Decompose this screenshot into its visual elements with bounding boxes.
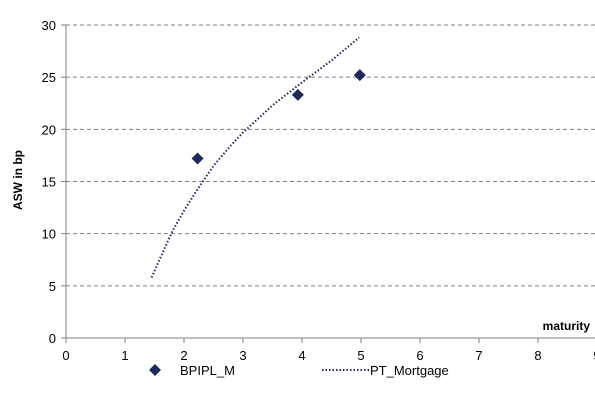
- bpipl-m-point-0: [191, 152, 204, 165]
- y-tick-label-0: 0: [49, 331, 56, 346]
- y-axis-title: ASW in bp: [11, 150, 25, 210]
- x-tick-labels: 0 1 2 3 4 5 6 7 8 9: [62, 348, 595, 363]
- x-axis-title: maturity: [543, 319, 591, 333]
- y-tick-label-3: 15: [42, 175, 56, 190]
- legend-marker-bpipl-m: [149, 364, 161, 376]
- x-tick-label-2: 2: [180, 348, 187, 363]
- x-tick-label-5: 5: [357, 348, 364, 363]
- bpipl-m-series: [191, 69, 366, 165]
- bpipl-m-point-1: [291, 88, 304, 101]
- axes: [61, 24, 595, 343]
- x-tick-label-7: 7: [475, 348, 482, 363]
- legend-label-bpipl-m: BPIPL_M: [180, 363, 235, 378]
- x-tick-label-3: 3: [239, 348, 246, 363]
- pt-mortgage-series: [150, 36, 360, 278]
- legend-label-pt-mortgage: PT_Mortgage: [370, 363, 449, 378]
- y-tick-label-5: 25: [42, 70, 56, 85]
- y-tick-labels: 0 5 10 15 20 25 30: [42, 18, 56, 346]
- bpipl-m-point-2: [353, 69, 366, 82]
- y-tick-label-1: 5: [49, 279, 56, 294]
- x-tick-label-9: 9: [593, 348, 595, 363]
- x-tick-label-4: 4: [298, 348, 305, 363]
- x-tick-label-0: 0: [62, 348, 69, 363]
- pt-mortgage-line: [150, 36, 360, 278]
- legend: BPIPL_M PT_Mortgage: [149, 363, 449, 378]
- y-tick-label-2: 10: [42, 227, 56, 242]
- x-tick-label-1: 1: [121, 348, 128, 363]
- x-tick-label-6: 6: [416, 348, 423, 363]
- y-tick-label-6: 30: [42, 18, 56, 33]
- x-tick-label-8: 8: [534, 348, 541, 363]
- y-tick-label-4: 20: [42, 122, 56, 137]
- gridlines: [66, 24, 595, 287]
